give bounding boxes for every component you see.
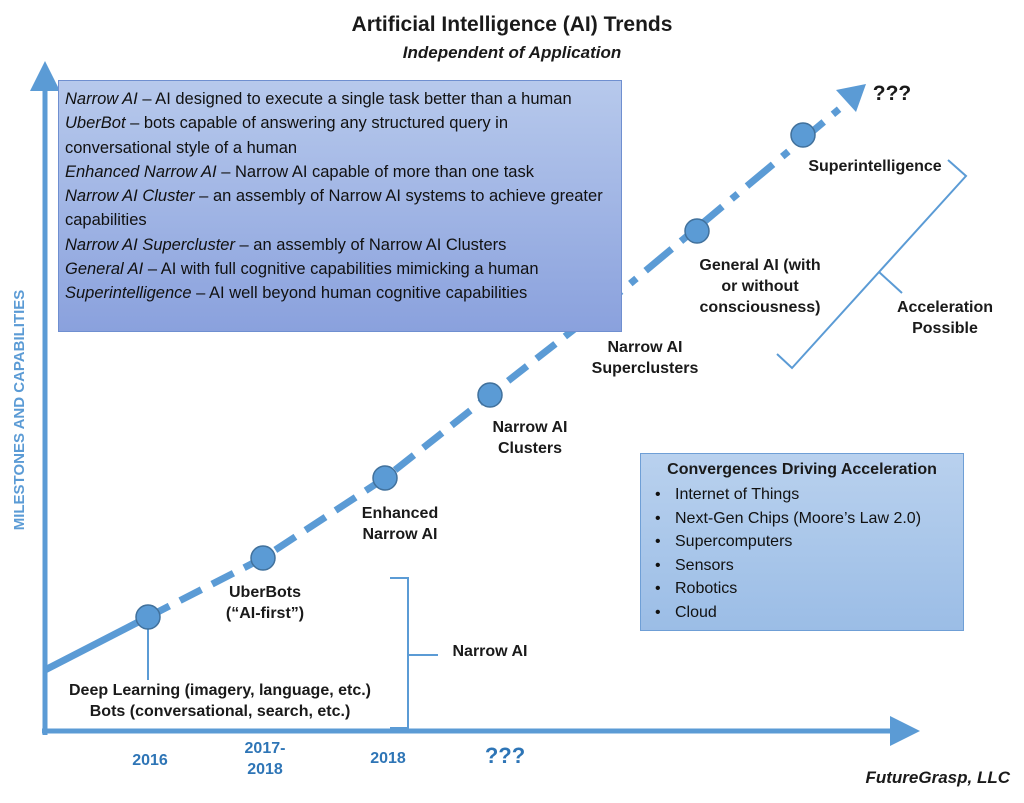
definition: Enhanced Narrow AI – Narrow AI capable o… [65,160,617,184]
milestone-label-line: Narrow AI [607,339,683,356]
milestone-label: General AI (with or without consciousness) [680,255,840,318]
definition-term: UberBot [65,114,126,133]
timeline-label-line: 2017- [244,740,286,757]
convergences-list: Internet of ThingsNext-Gen Chips (Moore’… [641,483,963,625]
timeline-label-line: ??? [484,743,526,768]
timeline-label-line: 2018 [370,750,406,767]
dot [790,122,816,148]
bracket [390,577,409,729]
definition-text: – an assembly of Narrow AI Clusters [234,235,507,254]
definition-term: Narrow AI [65,90,138,108]
title: Artificial Intelligence (AI) Trends [351,13,673,36]
future-label: ??? [872,82,912,105]
dot [684,218,710,244]
definition-term: Narrow AI Supercluster [65,235,235,254]
y-axis-label: MILESTONES AND CAPABILITIES [11,290,28,531]
milestone-label-line: (“AI-first”) [225,605,305,622]
convergence-item: Next-Gen Chips (Moore’s Law 2.0) [655,507,963,531]
trend-solid [43,613,150,674]
definition-text: – AI well beyond human cognitive capabil… [191,284,528,303]
milestone-label-line: or without [721,278,799,295]
bracket-tick [878,271,903,294]
dot [477,382,503,408]
convergence-item: Sensors [655,554,963,578]
definition: Narrow AI – AI designed to execute a sin… [65,87,617,111]
definition-term: Narrow AI Cluster [65,187,195,206]
dot [372,465,398,491]
dot [250,545,276,571]
milestone-label-line: consciousness) [699,299,821,316]
timeline-label: 2016 [120,750,180,771]
convergence-item: Cloud [655,601,963,625]
timeline-label: 2017- 2018 [230,738,300,780]
timeline-label-line: 2016 [132,752,168,769]
bracket-label-line: Acceleration [896,299,994,316]
milestone-label: Narrow AI Clusters [470,417,590,459]
milestone-label-line: Deep Learning (imagery, language, etc.) [69,682,371,699]
milestone-dots [135,122,816,630]
definition-text: – bots capable of answering any structur… [65,114,509,157]
trend-arrowhead [836,84,866,112]
definition-term: General AI [65,260,144,279]
milestone-label-line: UberBots [228,584,301,601]
subtitle: Independent of Application [402,43,622,62]
definition-term: Enhanced Narrow AI [65,162,217,181]
milestone-label: Deep Learning (imagery, language, etc.) B… [40,680,400,722]
definition: Narrow AI Cluster – an assembly of Narro… [65,184,617,233]
timeline-label: 2018 [358,748,418,769]
timeline-label-line: 2018 [247,761,283,778]
convergences-title: Convergences Driving Acceleration [667,461,937,478]
definitions-box: Narrow AI – AI designed to execute a sin… [58,80,622,332]
milestone-label-line: Narrow AI [492,419,568,436]
definition-text: – AI designed to execute a single task b… [137,90,572,108]
milestone-label-line: Superintelligence [808,158,942,175]
milestone-label: UberBots (“AI-first”) [200,582,330,624]
milestone-label: Superintelligence [790,156,960,177]
milestone-label-line: Clusters [497,440,563,457]
milestone-label-line: Bots (conversational, search, etc.) [89,703,351,720]
definition: General AI – AI with full cognitive capa… [65,257,617,281]
definition: Superintelligence – AI well beyond human… [65,281,617,305]
convergence-item: Robotics [655,577,963,601]
definition-text: – Narrow AI capable of more than one tas… [216,162,534,181]
convergence-item: Supercomputers [655,530,963,554]
timeline-label: ??? [470,743,540,768]
definition: Narrow AI Supercluster – an assembly of … [65,233,617,257]
bracket-label: Narrow AI [440,641,540,662]
dot [135,604,161,630]
definition-text: – AI with full cognitive capabilities mi… [143,260,539,279]
milestone-label-line: Enhanced [361,505,439,522]
bracket-label-line: Possible [912,320,978,337]
milestone-label-line: Superclusters [591,360,699,377]
bracket-label-line: Narrow AI [452,643,528,660]
bracket-label: Acceleration Possible [885,297,1005,339]
milestone-label: Enhanced Narrow AI [340,503,460,545]
milestone-label-line: General AI (with [699,257,821,274]
convergence-item: Internet of Things [655,483,963,507]
milestone-label: Narrow AI Superclusters [575,337,715,379]
milestone-label-line: Narrow AI [362,526,438,543]
definition: UberBot – bots capable of answering any … [65,111,617,160]
definition-term: Superintelligence [65,284,192,303]
trend-dashed [146,310,598,621]
convergences-box: Convergences Driving Acceleration Intern… [640,453,964,631]
definition-text: – an assembly of Narrow AI systems to ac… [65,187,603,230]
footer: FutureGrasp, LLC [865,768,1010,787]
